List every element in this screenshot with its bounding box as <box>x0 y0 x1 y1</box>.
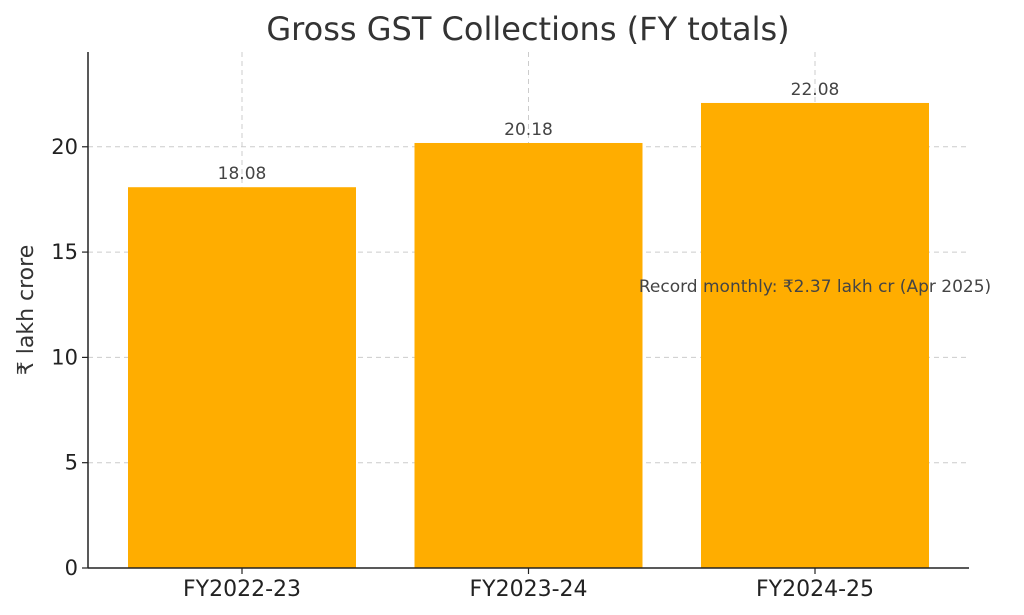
data-label-fy2022-23: 18.08 <box>218 164 267 184</box>
bar-layer <box>128 102 929 568</box>
bar-fy2023-24 <box>414 142 643 568</box>
y-tick-label-5: 5 <box>65 451 78 475</box>
chart-title: Gross GST Collections (FY totals) <box>266 10 789 48</box>
x-tick-label-fy2022-23: FY2022-23 <box>183 577 301 602</box>
data-label-fy2023-24: 20.18 <box>504 120 553 140</box>
y-axis-label: ₹ lakh crore <box>14 245 39 375</box>
y-tick-label-15: 15 <box>51 240 78 264</box>
data-label-fy2024-25: 22.08 <box>791 80 840 100</box>
axis-layer <box>82 52 969 574</box>
bar-fy2024-25 <box>701 102 929 568</box>
y-tick-label-10: 10 <box>51 345 78 369</box>
x-tick-label-fy2024-25: FY2024-25 <box>756 577 874 602</box>
bar-fy2022-23 <box>128 187 356 568</box>
annotation-record-monthly: Record monthly: ₹2.37 lakh cr (Apr 2025) <box>639 277 991 297</box>
y-tick-label-20: 20 <box>51 135 78 159</box>
y-tick-label-0: 0 <box>65 556 78 580</box>
x-tick-label-fy2023-24: FY2023-24 <box>469 577 587 602</box>
label-layer: 0 5 10 15 20 FY2022-23 FY2023-24 FY2024-25 18.08… <box>51 80 991 602</box>
